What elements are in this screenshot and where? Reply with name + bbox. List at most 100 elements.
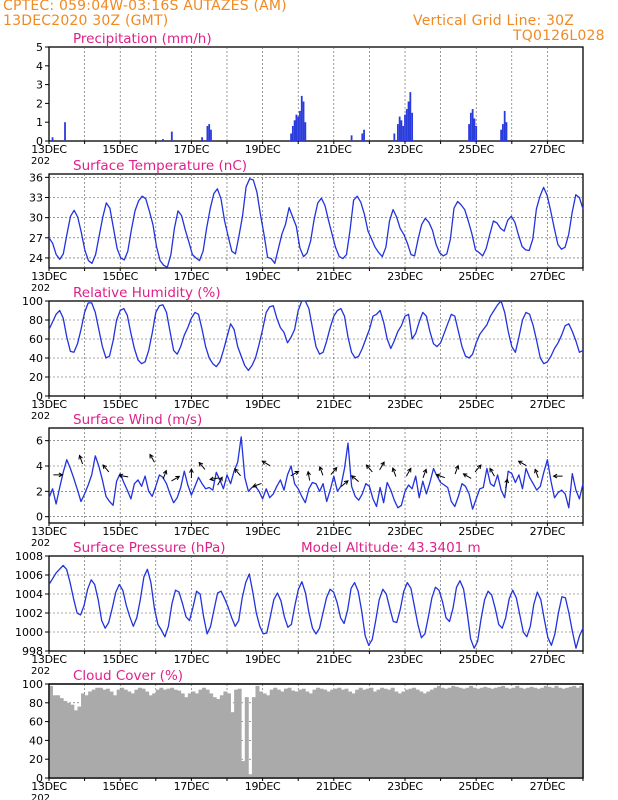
cloud-bar-90 (369, 687, 374, 778)
wind-arrow-head-26 (454, 464, 460, 470)
wind-arrow-12 (252, 482, 262, 488)
rh-xlabel-0: 13DEC (31, 398, 67, 411)
cloud-bar-91 (372, 691, 377, 778)
cloud-bar-121 (479, 687, 484, 778)
precip-bar-38 (505, 122, 508, 141)
cloud-bar-28 (148, 695, 153, 778)
precip-frame (48, 46, 584, 142)
precip-bar-4 (201, 137, 203, 141)
cloud-bar-109 (437, 685, 441, 778)
wind-arrow-13 (261, 460, 271, 467)
temp-ytick-label-1: 27 (29, 232, 43, 245)
pres-xlabel-3: 19DEC (245, 653, 281, 666)
cloud-bar-96 (390, 687, 395, 778)
cloud-bar-124 (490, 688, 495, 778)
precip-bar-32 (471, 109, 474, 141)
wind-arrow-head-28 (476, 464, 482, 470)
cloud-bar-64 (276, 689, 281, 778)
precip-xlabel-0: 13DEC (31, 143, 67, 156)
wind-arrow-head-21 (380, 461, 385, 467)
cloud-ytick-label-0: 0 (36, 772, 43, 785)
cloud-xlabel-5: 23DEC (387, 780, 423, 793)
cloud-bar-113 (451, 685, 456, 778)
pres-xlabel-1: 15DEC (102, 653, 138, 666)
cloud-bar-65 (280, 691, 285, 778)
wind-arrow-shaft-4 (149, 454, 155, 463)
cloud-frame-top (48, 683, 584, 779)
cloud-bar-128 (504, 687, 509, 778)
cloud-xlabel-3: 19DEC (245, 780, 281, 793)
rh-ytick-label-0: 0 (36, 390, 43, 403)
cloud-bar-63 (273, 687, 278, 778)
wind-arrow-head-12 (252, 483, 258, 488)
temp-year-prefix: 202 (31, 283, 50, 294)
rh-xlabel-5: 23DEC (387, 398, 423, 411)
cloud-bar-3 (59, 698, 64, 778)
cloud-bar-73 (308, 693, 313, 778)
rh-title: Relative Humidity (%) (73, 285, 221, 301)
cloud-bar-136 (533, 687, 538, 778)
cloud-bar-131 (515, 685, 520, 778)
precip-bar-25 (404, 114, 406, 141)
rh-series-line (48, 300, 584, 372)
wind-arrow-shaft-27 (463, 473, 472, 479)
precip-bar-27 (407, 101, 410, 141)
cloud-bar-0 (49, 685, 53, 778)
cloud-bar-100 (405, 689, 409, 778)
precip-xlabel-1: 15DEC (102, 143, 138, 156)
wind-arrow-head-4 (149, 453, 154, 459)
cloud-bar-111 (444, 688, 449, 778)
precip-bar-37 (503, 110, 506, 141)
cloud-bar-116 (461, 688, 466, 778)
pres-xlabel-4: 21DEC (316, 653, 352, 666)
cloud-bar-60 (262, 693, 267, 778)
pres-frame (48, 555, 584, 652)
wind-arrow-head-13 (261, 460, 267, 465)
wind-arrow-shaft-2 (102, 464, 110, 473)
cloud-bar-13 (95, 687, 100, 778)
precip-ytick-label-1: 1 (36, 116, 43, 129)
temp-title: Surface Temperature (nC) (73, 158, 247, 174)
precip-bar-15 (302, 101, 305, 141)
wind-arrow-shaft-29 (489, 468, 495, 477)
precip-bar-19 (363, 129, 365, 141)
cloud-bar-80 (333, 688, 338, 778)
wind-arrow-6 (171, 475, 181, 482)
pres-panel (45, 555, 584, 654)
wind-arrow-11 (234, 468, 241, 477)
cloud-ytick-label-3: 60 (29, 716, 43, 729)
cloud-ytick-label-2: 40 (29, 734, 43, 747)
cloud-bar-104 (419, 691, 424, 778)
cloud-ytick-label-5: 100 (22, 678, 43, 691)
cloud-bar-103 (415, 689, 420, 778)
wind-arrow-15 (306, 470, 311, 481)
cloud-bar-148 (575, 687, 580, 778)
pres-xlabel-7: 27DEC (530, 653, 566, 666)
wind-arrow-28 (474, 464, 482, 473)
cloud-xlabel-6: 25DEC (458, 780, 494, 793)
cloud-bar-74 (312, 689, 317, 778)
cloud-bar-69 (294, 691, 299, 778)
wind-arrow-head-8 (198, 461, 204, 467)
cloud-bar-32 (162, 689, 167, 778)
pres-ytick-label-1: 1000 (15, 626, 43, 639)
wind-arrow-head-10 (218, 476, 223, 482)
cloud-bar-35 (173, 689, 178, 778)
temp-ytick-label-4: 36 (29, 171, 43, 184)
cloud-bar-112 (447, 687, 452, 778)
cloud-bar-76 (319, 688, 324, 778)
cloud-bar-98 (397, 693, 402, 778)
wind-arrow-shaft-3 (119, 474, 129, 478)
cloud-bar-79 (330, 689, 335, 778)
cloud-xlabel-1: 15DEC (102, 780, 138, 793)
precip-bar-8 (290, 133, 292, 141)
cloud-bar-82 (340, 689, 345, 778)
cloud-bar-101 (408, 688, 413, 778)
cloud-bar-86 (355, 689, 360, 778)
cloud-bar-120 (476, 688, 481, 778)
wind-series-line (48, 436, 584, 510)
wind-arrow-9 (209, 476, 220, 482)
pres-ytick-label-4: 1006 (15, 569, 43, 582)
wind-arrow-head-22 (391, 467, 397, 473)
